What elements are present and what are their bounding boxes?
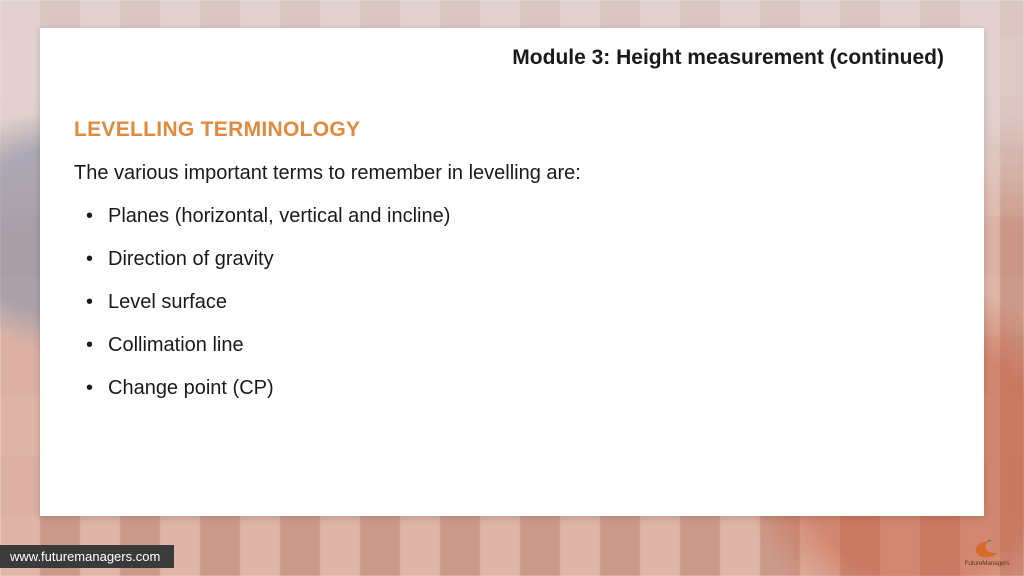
footer-url: www.futuremanagers.com (0, 545, 174, 568)
brand-logo: FutureManagers (960, 536, 1014, 570)
list-item: Change point (CP) (86, 375, 950, 402)
list-item: Direction of gravity (86, 246, 950, 273)
brand-logo-text: FutureManagers (965, 560, 1010, 567)
list-item: Planes (horizontal, vertical and incline… (86, 203, 950, 230)
section-heading: LEVELLING TERMINOLOGY (74, 118, 950, 142)
list-item: Collimation line (86, 332, 950, 359)
chili-icon (972, 539, 1002, 559)
intro-text: The various important terms to remember … (74, 162, 950, 185)
bullet-list: Planes (horizontal, vertical and incline… (74, 203, 950, 402)
list-item: Level surface (86, 289, 950, 316)
module-title: Module 3: Height measurement (continued) (74, 46, 950, 70)
slide-card: Module 3: Height measurement (continued)… (40, 28, 984, 516)
